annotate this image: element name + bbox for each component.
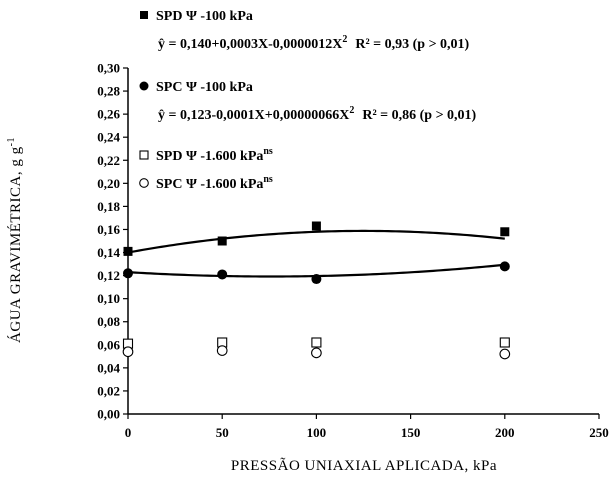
y-tick-label: 0,08 xyxy=(97,314,120,329)
legend-label-series-3: SPD Ψ -1.600 kPans xyxy=(156,146,273,164)
data-point-series-2 xyxy=(217,269,228,280)
data-point-series-2 xyxy=(123,268,133,279)
data-point-series-1 xyxy=(217,236,227,246)
y-tick-label: 0,20 xyxy=(97,176,120,191)
legend-label-series-1: SPD Ψ -100 kPa xyxy=(156,9,253,24)
legend-marker-series-3 xyxy=(139,150,149,160)
legend-label-series-4: SPC Ψ -1.600 kPans xyxy=(156,174,273,192)
x-tick-label: 100 xyxy=(307,425,327,440)
y-tick-label: 0,16 xyxy=(97,222,120,237)
data-point-series-1 xyxy=(123,246,133,256)
data-points xyxy=(122,221,511,360)
legend-marker-series-4 xyxy=(139,178,149,188)
data-point-series-1 xyxy=(311,221,321,231)
data-point-series-3 xyxy=(499,337,510,348)
y-tick-label: 0,04 xyxy=(97,360,120,375)
y-tick-label: 0,18 xyxy=(97,199,120,214)
equation-series-1: ŷ = 0,140+0,0003X-0,0000012X2 R² = 0,93 (… xyxy=(158,34,470,52)
data-point-series-4 xyxy=(499,348,511,360)
fit-curve-series-1 xyxy=(127,229,505,254)
data-point-series-3 xyxy=(311,337,322,348)
y-tick-label: 0,26 xyxy=(97,107,120,122)
axes: 0,00 0,02 0,04 0,06 0,08 0,10 0,12 0,14 0,16 0,18… xyxy=(97,61,609,441)
fit-curves xyxy=(127,229,505,278)
y-axis-title: ÁGUA GRAVIMÉTRICA, g g-1 xyxy=(6,137,24,343)
y-axis-title-main: ÁGUA GRAVIMÉTRICA, g g xyxy=(7,146,24,343)
x-tick-label: 250 xyxy=(589,425,609,440)
legend: SPD Ψ -100 kPa ŷ = 0,140+0,0003X-0,000001… xyxy=(139,9,477,192)
y-tick-label: 0,06 xyxy=(97,337,120,352)
x-tick-label: 200 xyxy=(495,425,515,440)
y-tick-label: 0,12 xyxy=(97,268,120,283)
x-tick-label: 150 xyxy=(401,425,421,440)
x-tick-label: 0 xyxy=(125,425,132,440)
x-tick-label: 50 xyxy=(216,425,229,440)
legend-marker-series-2 xyxy=(139,81,149,91)
data-point-series-4 xyxy=(216,345,228,356)
data-point-series-4 xyxy=(311,347,322,359)
legend-label-series-2: SPC Ψ -100 kPa xyxy=(156,80,253,95)
y-tick-label: 0,22 xyxy=(97,153,120,168)
legend-marker-series-1 xyxy=(140,11,148,19)
y-axis-title-superscript: -1 xyxy=(6,137,17,146)
data-point-series-2 xyxy=(499,261,510,272)
x-axis-title: PRESSÃO UNIAXIAL APLICADA, kPa xyxy=(231,458,497,474)
y-tick-label: 0,14 xyxy=(97,245,120,260)
y-tick-label: 0,30 xyxy=(97,61,120,76)
data-point-series-1 xyxy=(500,227,510,237)
equation-series-2: ŷ = 0,123-0,0001X+0,00000066X2 R² = 0,86 … xyxy=(158,105,477,123)
y-tick-label: 0,24 xyxy=(97,130,120,145)
data-point-series-4 xyxy=(122,346,134,358)
y-tick-label: 0,02 xyxy=(97,383,120,398)
y-tick-label: 0,00 xyxy=(97,407,120,422)
data-point-series-2 xyxy=(311,274,322,285)
y-tick-label: 0,28 xyxy=(97,84,120,99)
y-tick-label: 0,10 xyxy=(97,291,120,306)
